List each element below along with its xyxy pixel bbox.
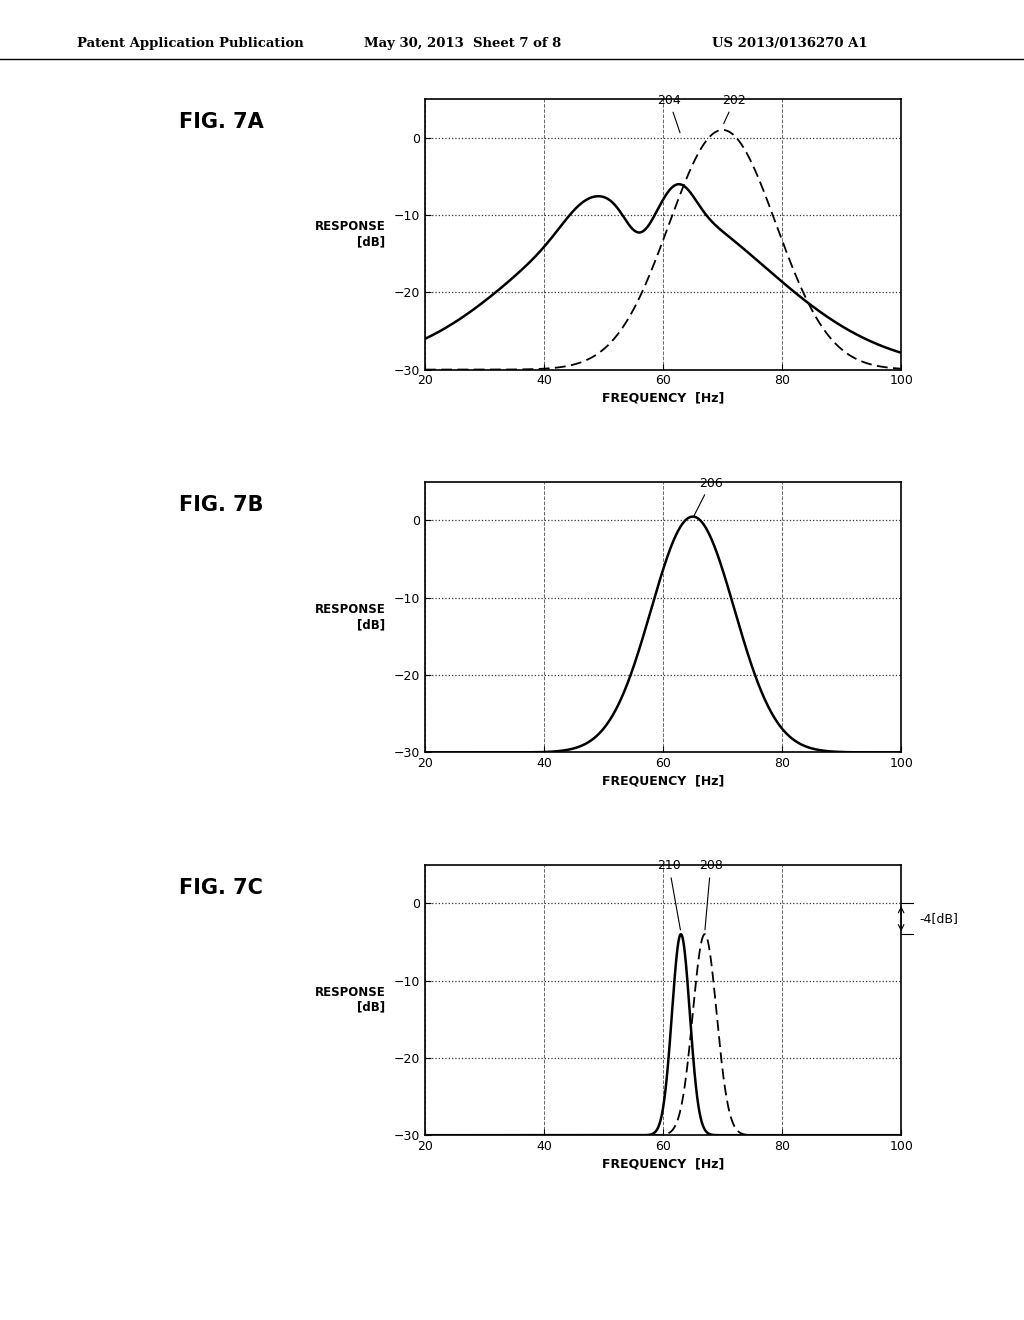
Y-axis label: RESPONSE
[dB]: RESPONSE [dB]: [314, 603, 385, 631]
Text: May 30, 2013  Sheet 7 of 8: May 30, 2013 Sheet 7 of 8: [364, 37, 561, 50]
X-axis label: FREQUENCY  [Hz]: FREQUENCY [Hz]: [602, 392, 724, 405]
Y-axis label: RESPONSE
[dB]: RESPONSE [dB]: [314, 220, 385, 248]
X-axis label: FREQUENCY  [Hz]: FREQUENCY [Hz]: [602, 775, 724, 788]
Y-axis label: RESPONSE
[dB]: RESPONSE [dB]: [314, 986, 385, 1014]
X-axis label: FREQUENCY  [Hz]: FREQUENCY [Hz]: [602, 1158, 724, 1171]
Text: 206: 206: [694, 477, 723, 516]
Text: FIG. 7A: FIG. 7A: [179, 112, 264, 132]
Text: FIG. 7B: FIG. 7B: [179, 495, 264, 515]
Text: 210: 210: [657, 859, 681, 929]
Text: 202: 202: [723, 94, 746, 124]
Text: -4[dB]: -4[dB]: [919, 912, 957, 925]
Text: FIG. 7C: FIG. 7C: [179, 878, 263, 898]
Text: Patent Application Publication: Patent Application Publication: [77, 37, 303, 50]
Text: 208: 208: [698, 859, 723, 929]
Text: 204: 204: [657, 94, 681, 133]
Text: US 2013/0136270 A1: US 2013/0136270 A1: [712, 37, 867, 50]
